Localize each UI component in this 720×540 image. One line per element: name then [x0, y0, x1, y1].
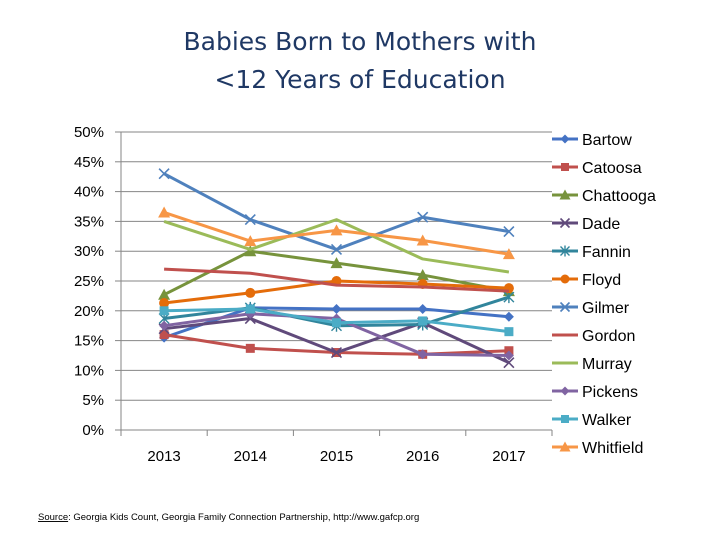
data-point: [158, 206, 171, 218]
data-point: [502, 248, 515, 260]
data-point: [331, 304, 342, 315]
legend-label: Floyd: [582, 272, 621, 289]
legend-label: Fannin: [582, 244, 631, 261]
data-point: [561, 163, 569, 171]
data-point: [418, 316, 428, 326]
data-point: [245, 343, 255, 353]
legend-label: Dade: [582, 216, 620, 233]
data-point: [158, 288, 171, 300]
legend-label: Gilmer: [582, 300, 630, 317]
legend-label: Murray: [582, 356, 632, 373]
axes: [115, 131, 553, 436]
legend-item-walker: Walker: [552, 412, 632, 429]
data-point: [159, 306, 169, 316]
data-point: [417, 349, 428, 360]
legend-label: Walker: [582, 412, 632, 429]
legend-label: Whitfield: [582, 440, 643, 457]
legend-item-floyd: Floyd: [552, 272, 621, 289]
data-point: [330, 224, 343, 236]
y-tick-label: 15%: [74, 333, 104, 350]
y-tick-label: 50%: [74, 124, 104, 141]
series-walker: [159, 304, 514, 337]
data-point: [560, 245, 570, 257]
legend-label: Catoosa: [582, 160, 642, 177]
data-point: [159, 330, 169, 340]
x-tick-label: 2014: [234, 448, 267, 465]
y-tick-label: 35%: [74, 213, 104, 230]
legend-item-chattooga: Chattooga: [552, 188, 656, 205]
legend-item-dade: Dade: [552, 216, 620, 233]
x-tick-label: 2013: [147, 448, 180, 465]
data-point: [503, 357, 515, 369]
data-point: [504, 327, 514, 337]
y-tick-label: 20%: [74, 303, 104, 320]
y-tick-label: 25%: [74, 273, 104, 290]
legend-item-whitfield: Whitfield: [552, 440, 643, 457]
legend-item-gordon: Gordon: [552, 328, 635, 345]
x-tick-label: 2017: [492, 448, 525, 465]
source-text: : Georgia Kids Count, Georgia Family Con…: [68, 512, 419, 523]
legend: Bartow Catoosa Chattooga Dade Fannin Floyd Gil…: [552, 132, 656, 457]
y-tick-label: 30%: [74, 243, 104, 260]
series-murray: [163, 218, 510, 274]
legend-item-gilmer: Gilmer: [552, 300, 630, 317]
data-point: [559, 217, 571, 229]
data-point: [559, 301, 571, 313]
data-point: [416, 234, 429, 246]
y-tick-label: 45%: [74, 154, 104, 171]
data-point: [330, 346, 343, 359]
legend-label: Gordon: [582, 328, 635, 345]
data-point: [159, 320, 170, 331]
legend-label: Chattooga: [582, 188, 656, 205]
data-point: [159, 298, 170, 309]
data-point: [561, 415, 569, 423]
data-point: [244, 214, 256, 226]
data-point: [332, 318, 341, 328]
chart-title-line-1: Babies Born to Mothers with: [184, 27, 537, 56]
series-whitfield: [158, 206, 515, 260]
source-note: Source: Georgia Kids Count, Georgia Fami…: [38, 512, 419, 523]
series-line: [164, 267, 509, 293]
plot-area: [158, 168, 515, 369]
data-point: [416, 269, 429, 281]
y-tick-label: 5%: [82, 392, 104, 409]
series-gordon: [164, 267, 509, 293]
data-point: [560, 386, 570, 396]
data-point: [559, 441, 571, 452]
data-point: [503, 350, 514, 361]
data-point: [245, 304, 255, 314]
legend-item-bartow: Bartow: [552, 132, 632, 149]
series-line: [163, 218, 510, 274]
series-gilmer: [158, 168, 515, 255]
data-point: [330, 257, 343, 269]
legend-item-pickens: Pickens: [552, 384, 638, 401]
x-tick-label: 2016: [406, 448, 439, 465]
legend-item-fannin: Fannin: [552, 244, 631, 261]
source-label: Source: [38, 512, 68, 523]
chart-title-line-2: <12 Years of Education: [214, 65, 505, 94]
data-point: [503, 225, 515, 238]
data-point: [158, 168, 170, 180]
x-axis-tick-labels: 2013 2014 2015 2016 2017: [147, 448, 525, 465]
data-point: [559, 189, 571, 200]
y-axis-tick-labels: 0% 5% 10% 15% 20% 25% 30% 35% 40% 45% 50%: [74, 124, 104, 439]
data-point: [417, 211, 429, 223]
series-floyd: [159, 276, 514, 309]
data-point: [245, 287, 256, 298]
data-point: [330, 243, 343, 255]
legend-label: Bartow: [582, 132, 632, 149]
y-tick-label: 0%: [82, 422, 104, 439]
y-tick-label: 10%: [74, 362, 104, 379]
legend-label: Pickens: [582, 384, 638, 401]
data-point: [560, 274, 570, 284]
y-tick-label: 40%: [74, 184, 104, 201]
legend-item-murray: Murray: [552, 356, 632, 373]
legend-item-catoosa: Catoosa: [552, 160, 642, 177]
data-point: [503, 311, 514, 322]
data-point: [417, 304, 428, 315]
x-tick-label: 2015: [320, 448, 353, 465]
data-point: [244, 235, 257, 247]
data-point: [560, 134, 570, 144]
